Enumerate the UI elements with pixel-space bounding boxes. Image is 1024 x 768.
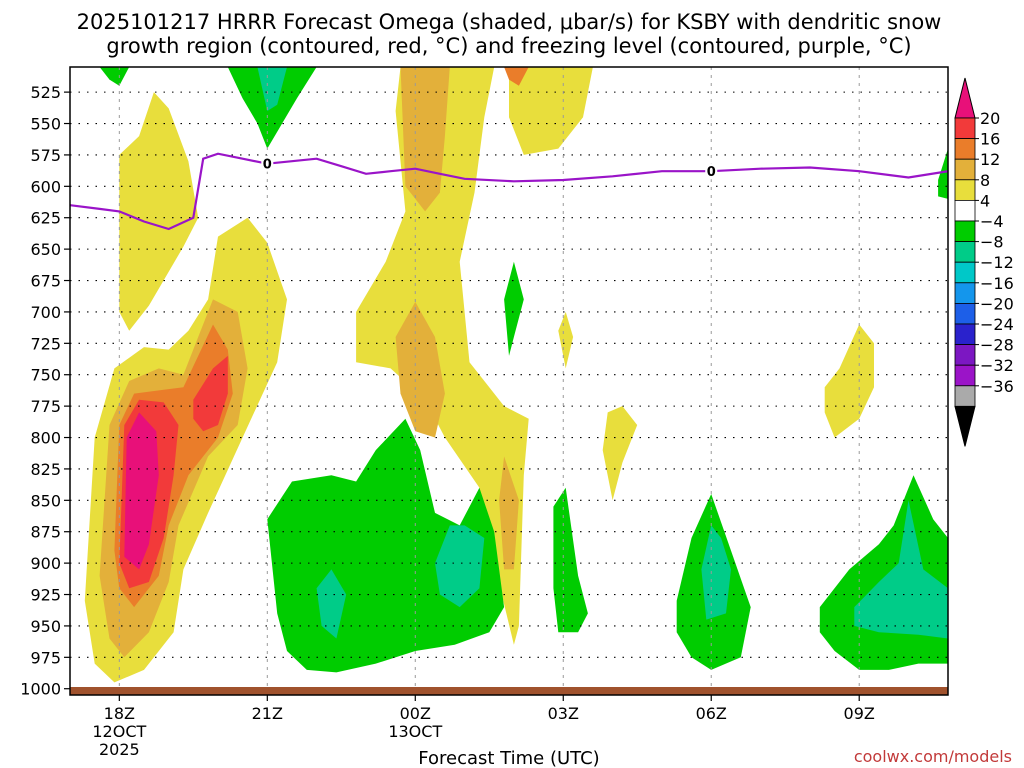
colorbar-label-4: 4 [980,191,990,210]
y-tick-label-900: 900 [30,554,61,573]
omega-region-27 [701,525,731,620]
omega-region-15 [124,412,159,570]
colorbar-label-8: −16 [980,274,1014,293]
colorbar-label-6: −8 [980,233,1004,252]
colorbar-swatch-2 [954,138,976,160]
colorbar-swatch-7 [954,241,976,263]
y-tick-label-625: 625 [30,209,61,228]
freezing-label-bg-0 [261,155,274,172]
y-tick-label-725: 725 [30,334,61,353]
colorbar-label-7: −12 [980,253,1014,272]
colorbar-label-1: 16 [980,130,1000,149]
ground-strip [70,687,948,695]
omega-region-9 [395,301,445,438]
omega-region-22 [938,148,948,199]
y-tick-label-750: 750 [30,366,61,385]
x-tick-label-18Z: 18Z [104,704,135,723]
omega-region-26 [435,525,485,608]
colorbar-label-3: 8 [980,171,990,190]
colorbar-label-11: −28 [980,336,1014,355]
omega-region-6 [824,324,874,438]
y-tick-label-925: 925 [30,586,61,605]
y-tick-label-675: 675 [30,272,61,291]
freezing-label-bg-1 [705,163,718,180]
y-tick-label-550: 550 [30,115,61,134]
y-tick-label-800: 800 [30,429,61,448]
colorbar-label-13: −36 [980,377,1014,396]
y-tick-label-850: 850 [30,491,61,510]
omega-region-21 [819,475,948,670]
omega-region-28 [854,500,948,639]
credit-text: coolwx.com/models [854,747,1012,766]
y-tick-label-650: 650 [30,240,61,259]
freezing-level-contour: 00 [70,152,948,231]
x-tick-label-09Z: 09Z [844,704,875,723]
colorbar-bottom-triangle [954,405,976,447]
colorbar-label-9: −20 [980,294,1014,313]
colorbar-swatch-13 [954,364,976,387]
omega-region-24 [257,67,287,111]
omega-region-4 [602,406,638,501]
colorbar-swatch-5 [954,199,976,222]
omega-region-10 [499,456,519,570]
plot-frame [69,66,949,696]
y-tick-label-1000: 1000 [20,680,61,699]
freezing-level-line [70,152,948,231]
y-tick-label-575: 575 [30,146,61,165]
omega-region-5 [558,311,574,369]
colorbar-swatch-10 [954,302,976,325]
y-tick-label-825: 825 [30,460,61,479]
y-tick-label-775: 775 [30,397,61,416]
y-tick-label-950: 950 [30,617,61,636]
colorbar-label-10: −24 [980,315,1014,334]
omega-region-2 [356,67,529,645]
colorbar-label-5: −4 [980,212,1004,231]
x-tick-label-06Z: 06Z [696,704,727,723]
colorbar-swatch-1 [954,117,976,140]
omega-region-1 [119,92,199,331]
colorbar-swatch-3 [954,158,976,181]
x-tick-label-03Z: 03Z [548,704,579,723]
omega-region-16 [99,67,130,86]
freezing-level-label-1: 0 [707,165,716,180]
y-tick-label-600: 600 [30,177,61,196]
y-axis: 525 550 575 600 625 650 675 700 725 750 775 800 825 8… [20,83,70,699]
y-tick-label-875: 875 [30,523,61,542]
omega-region-23 [504,261,524,356]
x-tick-date-18Z: 12OCT [92,722,146,741]
gridlines [70,67,948,695]
colorbar-swatch-11 [954,323,976,346]
omega-shading [84,67,948,683]
colorbar-label-12: −32 [980,356,1014,375]
freezing-level-label-0: 0 [263,158,272,173]
colorbar-swatch-12 [954,344,976,366]
omega-region-12 [504,67,529,86]
x-axis-label: Forecast Time (UTC) [418,748,599,768]
omega-region-8 [400,67,450,212]
chart-title-line1: 2025101217 HRRR Forecast Omega (shaded, … [77,10,942,34]
x-tick-label-00Z: 00Z [400,704,431,723]
omega-region-19 [553,487,588,633]
colorbar-swatch-6 [954,220,976,243]
x-tick-label-21Z: 21Z [252,704,283,723]
colorbar-swatch-8 [954,261,976,284]
y-tick-label-525: 525 [30,83,61,102]
y-tick-label-975: 975 [30,648,61,667]
omega-region-3 [509,67,593,155]
colorbar-label-0: 20 [980,109,1000,128]
colorbar-label-2: 12 [980,150,1000,169]
chart-title-line2: growth region (contoured, red, °C) and f… [106,34,911,58]
x-tick-year-18Z: 2025 [99,740,140,759]
colorbar-swatch-9 [954,282,976,304]
x-tick-date-00Z: 13OCT [388,722,442,741]
colorbar-swatch-4 [954,179,976,201]
colorbar-top-triangle [954,77,976,119]
colorbar-swatch-14 [954,385,976,407]
y-tick-label-700: 700 [30,303,61,322]
omega-region-14 [193,355,228,432]
omega-region-25 [316,569,347,639]
